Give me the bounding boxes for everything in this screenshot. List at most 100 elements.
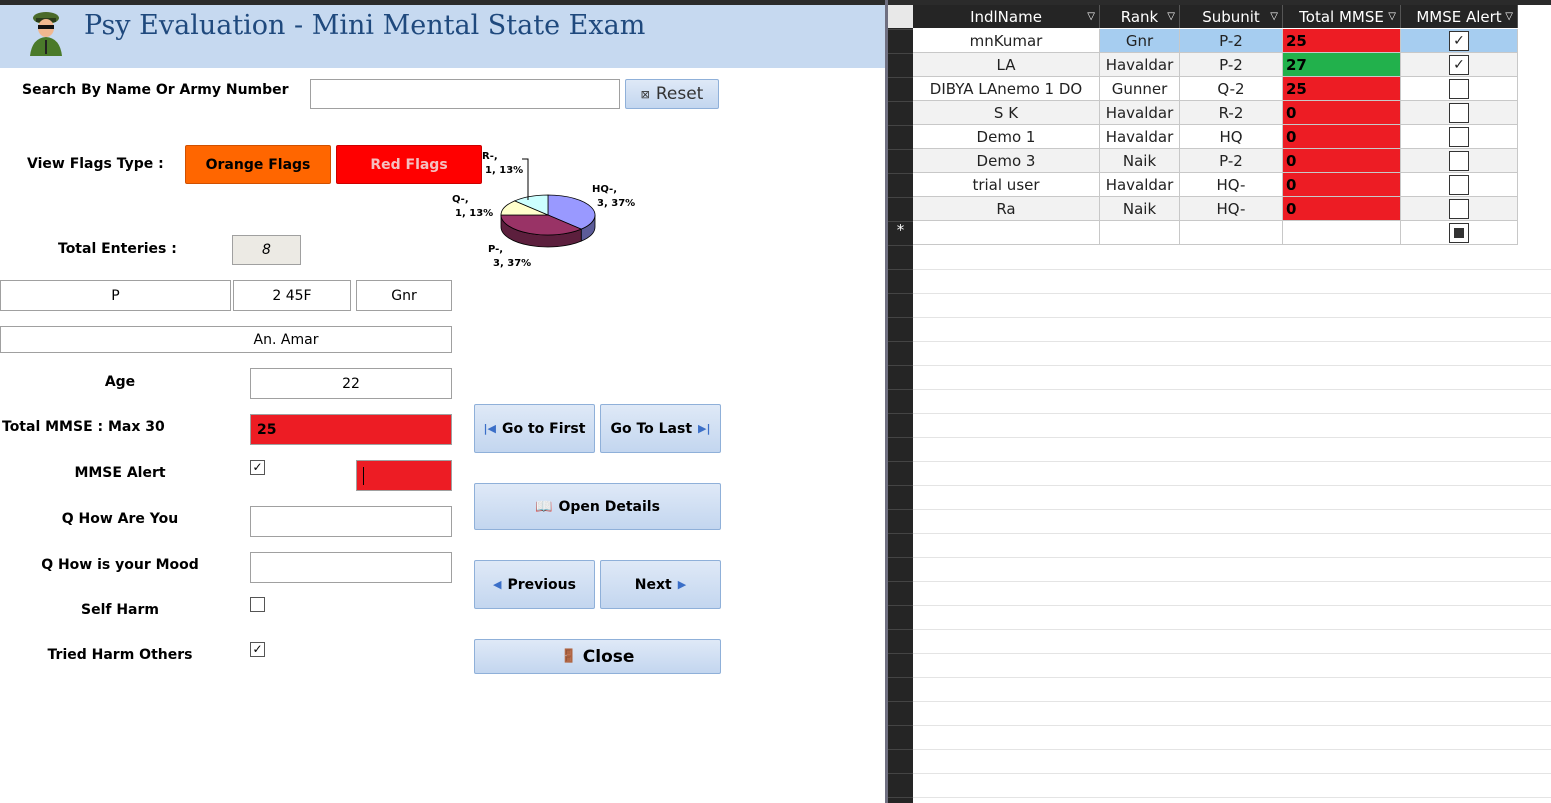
- cell-subunit[interactable]: P-2: [1180, 149, 1283, 173]
- new-row-checkbox[interactable]: [1449, 222, 1469, 243]
- filter-arrow-icon[interactable]: ▽: [1270, 11, 1278, 22]
- cell-mmse[interactable]: 0: [1283, 149, 1401, 173]
- cell-mmse[interactable]: 0: [1283, 173, 1401, 197]
- cell-rank[interactable]: Havaldar: [1100, 53, 1180, 77]
- cell-mmse[interactable]: 0: [1283, 101, 1401, 125]
- filter-arrow-icon[interactable]: ▽: [1505, 11, 1513, 22]
- grid-line: [913, 557, 1551, 558]
- army-number-field[interactable]: 2 45F: [233, 280, 351, 311]
- close-button[interactable]: 🚪 Close: [474, 639, 721, 674]
- q-mood-field[interactable]: [250, 552, 452, 583]
- new-row-cell[interactable]: [913, 221, 1100, 245]
- cell-rank[interactable]: Havaldar: [1100, 173, 1180, 197]
- pie-slice-r: [513, 194, 549, 216]
- cell-name[interactable]: Demo 1: [913, 125, 1100, 149]
- name-field[interactable]: P: [0, 280, 231, 311]
- cell-alert[interactable]: ✓: [1401, 29, 1518, 53]
- reset-button[interactable]: ⊠ Reset: [625, 79, 719, 109]
- cell-rank[interactable]: Naik: [1100, 149, 1180, 173]
- mmse-alert-checkbox[interactable]: [1449, 150, 1469, 171]
- cell-subunit[interactable]: R-2: [1180, 101, 1283, 125]
- open-details-button[interactable]: 📖 Open Details: [474, 483, 721, 530]
- filter-arrow-icon[interactable]: ▽: [1167, 11, 1175, 22]
- mmse-alert-checkbox[interactable]: [1449, 78, 1469, 99]
- mmse-alert-checkbox[interactable]: [1449, 126, 1469, 147]
- search-input[interactable]: [310, 79, 620, 109]
- cell-name[interactable]: S K: [913, 101, 1100, 125]
- selector-divider: [888, 341, 913, 342]
- mmse-alert-checkbox[interactable]: [1449, 102, 1469, 123]
- alert-indicator-field[interactable]: [356, 460, 452, 491]
- cell-name[interactable]: Demo 3: [913, 149, 1100, 173]
- rank-field[interactable]: Gnr: [356, 280, 452, 311]
- cell-alert[interactable]: [1401, 149, 1518, 173]
- cell-alert[interactable]: ✓: [1401, 53, 1518, 77]
- q-how-label: Q How Are You: [61, 511, 179, 527]
- column-header-subunit[interactable]: Subunit ▽: [1180, 5, 1283, 28]
- cell-alert[interactable]: [1401, 101, 1518, 125]
- go-first-button[interactable]: |◀ Go to First: [474, 404, 595, 453]
- mmse-field[interactable]: 25: [250, 414, 452, 445]
- mmse-alert-checkbox[interactable]: [1449, 198, 1469, 219]
- cell-name[interactable]: LA: [913, 53, 1100, 77]
- age-field[interactable]: 22: [250, 368, 452, 399]
- select-all-corner[interactable]: [888, 5, 913, 28]
- cell-alert[interactable]: [1401, 125, 1518, 149]
- grid-line: [913, 317, 1551, 318]
- q-how-field[interactable]: [250, 506, 452, 537]
- next-button[interactable]: Next ▶: [600, 560, 721, 609]
- cell-name[interactable]: DIBYA LAnemo 1 DO: [913, 77, 1100, 101]
- mmse-alert-checkbox[interactable]: ✓: [250, 460, 265, 475]
- total-entries-label: Total Enteries :: [58, 241, 177, 257]
- new-row-cell[interactable]: [1100, 221, 1180, 245]
- cell-name[interactable]: Ra: [913, 197, 1100, 221]
- new-row-cell[interactable]: [1180, 221, 1283, 245]
- cell-mmse[interactable]: 0: [1283, 197, 1401, 221]
- cell-subunit[interactable]: Q-2: [1180, 77, 1283, 101]
- cell-name[interactable]: trial user: [913, 173, 1100, 197]
- orange-flags-button[interactable]: Orange Flags: [185, 145, 331, 184]
- full-name-field[interactable]: An. Amar: [0, 326, 452, 353]
- cell-alert[interactable]: [1401, 77, 1518, 101]
- cell-mmse[interactable]: 0: [1283, 125, 1401, 149]
- selector-divider: [888, 461, 913, 462]
- new-row-cell[interactable]: [1283, 221, 1401, 245]
- splitter-bar[interactable]: [885, 0, 888, 803]
- mmse-alert-checkbox[interactable]: ✓: [1449, 54, 1469, 75]
- mmse-alert-checkbox[interactable]: [1449, 174, 1469, 195]
- cell-rank[interactable]: Gnr: [1100, 29, 1180, 53]
- cell-subunit[interactable]: HQ-: [1180, 173, 1283, 197]
- column-header-mmse-alert[interactable]: MMSE Alert ▽: [1401, 5, 1518, 28]
- cell-mmse[interactable]: 25: [1283, 77, 1401, 101]
- cell-rank[interactable]: Havaldar: [1100, 125, 1180, 149]
- cell-rank[interactable]: Gunner: [1100, 77, 1180, 101]
- column-header-indlname[interactable]: IndlName ▽: [913, 5, 1100, 28]
- tried-harm-checkbox[interactable]: ✓: [250, 642, 265, 657]
- mmse-alert-checkbox[interactable]: ✓: [1449, 30, 1469, 51]
- cell-subunit[interactable]: P-2: [1180, 29, 1283, 53]
- column-header-rank[interactable]: Rank ▽: [1100, 5, 1180, 28]
- column-header-total-mmse[interactable]: Total MMSE ▽: [1283, 5, 1401, 28]
- cell-subunit[interactable]: HQ-: [1180, 197, 1283, 221]
- new-row-cell[interactable]: [1401, 221, 1518, 245]
- cell-subunit[interactable]: HQ: [1180, 125, 1283, 149]
- selector-divider: [888, 149, 913, 150]
- cell-rank[interactable]: Havaldar: [1100, 101, 1180, 125]
- cell-subunit[interactable]: P-2: [1180, 53, 1283, 77]
- red-flags-button[interactable]: Red Flags: [336, 145, 482, 184]
- grid-line: [913, 365, 1551, 366]
- cell-alert[interactable]: [1401, 197, 1518, 221]
- selector-divider: [888, 629, 913, 630]
- grid-line: [913, 653, 1551, 654]
- cell-alert[interactable]: [1401, 173, 1518, 197]
- cell-mmse[interactable]: 25: [1283, 29, 1401, 53]
- grid-line: [913, 701, 1551, 702]
- self-harm-checkbox[interactable]: [250, 597, 265, 612]
- filter-arrow-icon[interactable]: ▽: [1388, 11, 1396, 22]
- filter-arrow-icon[interactable]: ▽: [1087, 11, 1095, 22]
- cell-mmse[interactable]: 27: [1283, 53, 1401, 77]
- previous-button[interactable]: ◀ Previous: [474, 560, 595, 609]
- cell-rank[interactable]: Naik: [1100, 197, 1180, 221]
- cell-name[interactable]: mnKumar: [913, 29, 1100, 53]
- go-last-button[interactable]: Go To Last ▶|: [600, 404, 721, 453]
